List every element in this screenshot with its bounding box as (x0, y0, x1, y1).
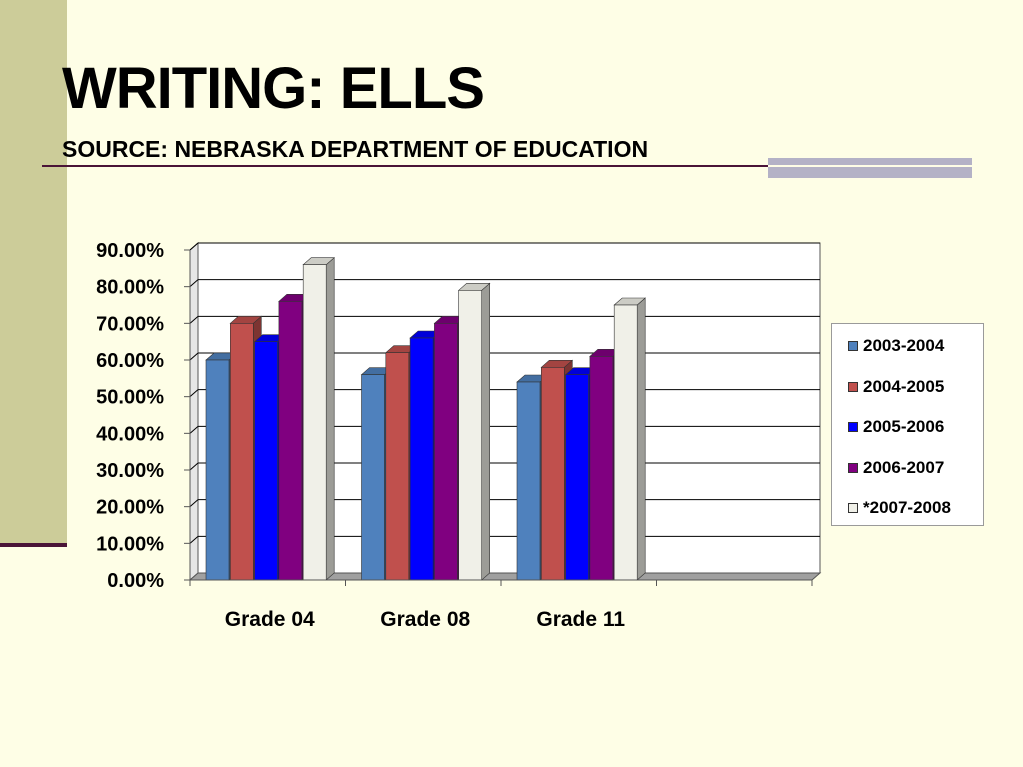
legend-swatch (848, 341, 858, 351)
y-tick-label: 70.00% (96, 313, 164, 335)
legend-item: 2005-2006 (848, 417, 944, 437)
legend-item: 2003-2004 (848, 336, 944, 356)
gridline-side (189, 535, 199, 544)
slide-title: WRITING: ELLS (62, 56, 485, 121)
bar-front (565, 374, 589, 581)
bar-front (458, 290, 483, 581)
plot-side-wall (189, 241, 199, 582)
gridline-side (189, 352, 199, 361)
gridline-side (189, 462, 199, 471)
y-tick-label: 30.00% (96, 460, 164, 482)
bar-front (613, 304, 638, 581)
y-tick-label: 0.00% (107, 570, 164, 592)
bar-front (589, 356, 614, 581)
bar (457, 282, 491, 581)
bar-front (302, 264, 327, 581)
legend-item: 2006-2007 (848, 458, 944, 478)
bar-side (636, 297, 646, 581)
legend-label: 2005-2006 (863, 417, 945, 436)
y-axis-ticks: 0.00% 10.00% 20.00% 30.00% 40.00% 50.00% 60.00… (96, 240, 191, 592)
y-tick-label: 80.00% (96, 277, 164, 299)
left-accent-rule (0, 543, 67, 547)
x-tick-label: Grade 08 (380, 608, 470, 631)
legend-swatch (848, 422, 858, 432)
gridline-side (189, 389, 199, 398)
gridline-side (189, 315, 199, 324)
legend-label: 2006-2007 (863, 457, 945, 477)
gridline-side (189, 499, 199, 508)
y-tick-label: 90.00% (96, 240, 164, 262)
bar-front (516, 381, 541, 581)
gridline-side (189, 425, 199, 434)
bar-front (254, 341, 278, 581)
bar-front (409, 337, 434, 581)
bar-front (385, 352, 410, 581)
legend-label: 2004-2005 (863, 376, 945, 396)
y-tick-label: 50.00% (96, 387, 164, 409)
gridline-side (189, 279, 199, 288)
bar-front (361, 374, 385, 581)
y-tick-label: 40.00% (96, 423, 164, 445)
left-accent-bar (0, 0, 67, 546)
bar-front (230, 323, 254, 581)
y-tick-label: 10.00% (96, 533, 164, 555)
title-divider-accent (768, 158, 972, 178)
x-tick-label: Grade 11 (536, 608, 625, 631)
bar-side (325, 257, 335, 581)
bar-front (434, 323, 458, 581)
bar-front (540, 367, 565, 581)
y-tick-label: 20.00% (96, 497, 164, 519)
legend-label: *2007-2008 (863, 498, 951, 517)
x-axis-ticks: Grade 04 Grade 08 Grade 11 (189, 579, 813, 631)
gridline-side (189, 242, 199, 251)
bar (302, 257, 335, 581)
x-tick-label: Grade 04 (225, 608, 315, 631)
title-divider (42, 165, 972, 167)
plot-area (188, 241, 822, 582)
slide-subtitle: SOURCE: NEBRASKA DEPARTMENT OF EDUCATION (62, 136, 649, 162)
chart-legend: 2003-2004 2004-2005 2005-2006 2006-2007 *200… (831, 323, 984, 526)
legend-swatch (848, 503, 858, 513)
legend-label: 2003-2004 (863, 336, 945, 355)
legend-swatch (848, 462, 858, 473)
bar-side (481, 282, 491, 581)
bar-front (278, 301, 303, 581)
bar (613, 297, 646, 581)
legend-item: *2007-2008 (848, 498, 951, 518)
bars (205, 257, 646, 581)
bar-front (205, 359, 230, 581)
legend-swatch (848, 381, 858, 392)
legend-item: 2004-2005 (848, 377, 944, 397)
y-tick-label: 60.00% (96, 350, 164, 372)
